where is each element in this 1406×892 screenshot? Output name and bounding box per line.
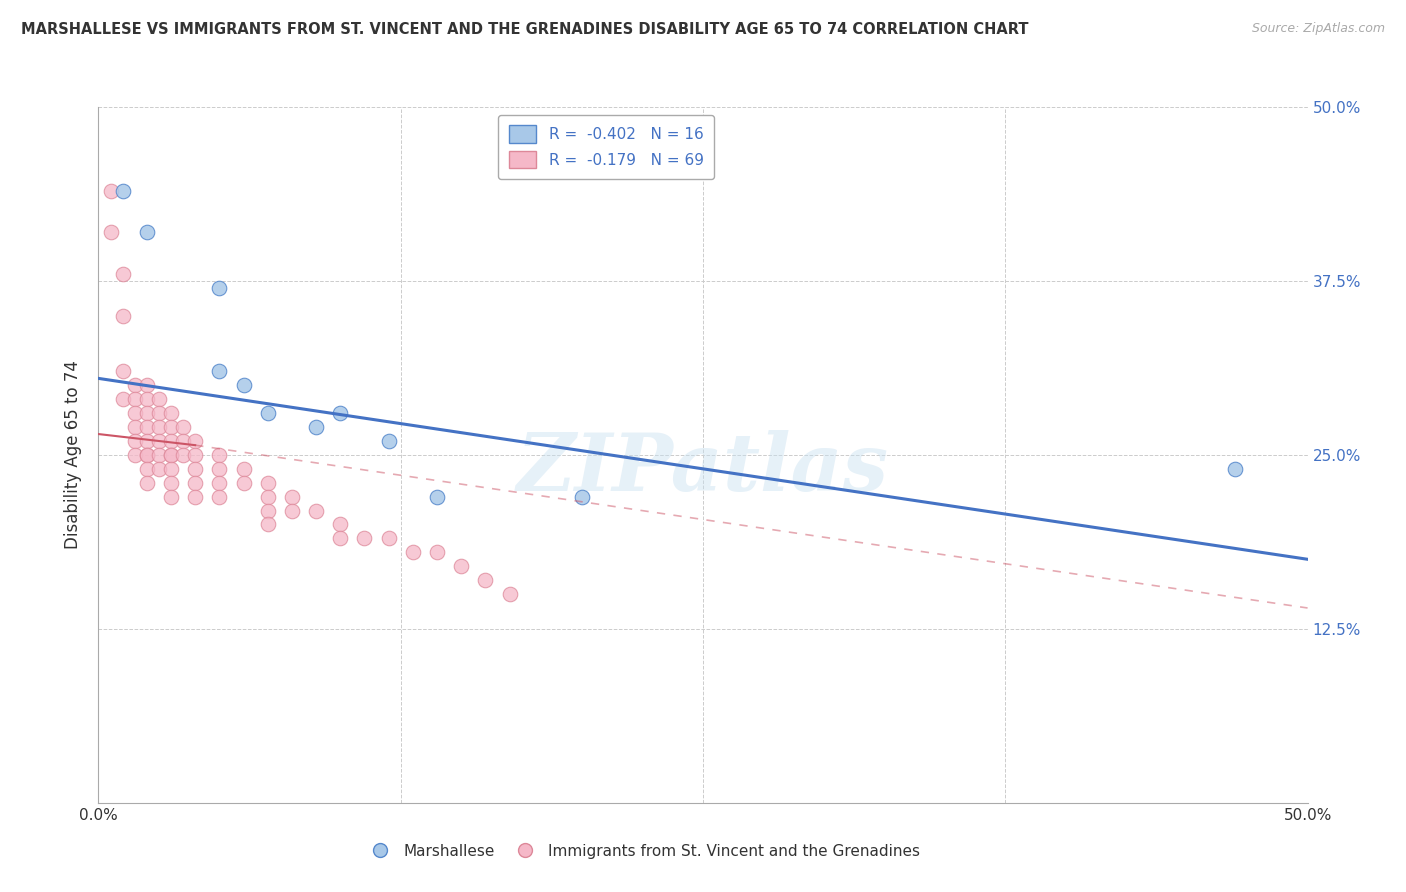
Point — [172, 420, 194, 434]
Point — [184, 490, 207, 504]
Point — [135, 420, 157, 434]
Point — [305, 503, 328, 517]
Point — [135, 225, 157, 239]
Point — [160, 475, 183, 490]
Point — [124, 448, 146, 462]
Point — [184, 475, 207, 490]
Point — [148, 462, 170, 476]
Text: MARSHALLESE VS IMMIGRANTS FROM ST. VINCENT AND THE GRENADINES DISABILITY AGE 65 : MARSHALLESE VS IMMIGRANTS FROM ST. VINCE… — [21, 22, 1029, 37]
Point — [135, 378, 157, 392]
Point — [135, 406, 157, 420]
Point — [148, 434, 170, 448]
Point — [111, 392, 134, 407]
Point — [148, 420, 170, 434]
Point — [474, 573, 496, 587]
Point — [329, 517, 352, 532]
Point — [184, 448, 207, 462]
Point — [208, 364, 231, 378]
Point — [353, 532, 375, 546]
Point — [148, 392, 170, 407]
Point — [426, 545, 449, 559]
Point — [124, 406, 146, 420]
Point — [160, 448, 183, 462]
Point — [124, 434, 146, 448]
Point — [281, 503, 304, 517]
Point — [329, 406, 352, 420]
Point — [377, 532, 399, 546]
Point — [232, 378, 254, 392]
Point — [160, 406, 183, 420]
Point — [148, 448, 170, 462]
Point — [256, 517, 278, 532]
Point — [1223, 462, 1246, 476]
Point — [184, 434, 207, 448]
Point — [100, 184, 122, 198]
Point — [124, 378, 146, 392]
Y-axis label: Disability Age 65 to 74: Disability Age 65 to 74 — [65, 360, 83, 549]
Point — [402, 545, 425, 559]
Point — [256, 503, 278, 517]
Point — [232, 475, 254, 490]
Text: Source: ZipAtlas.com: Source: ZipAtlas.com — [1251, 22, 1385, 36]
Point — [124, 420, 146, 434]
Point — [232, 462, 254, 476]
Point — [135, 392, 157, 407]
Point — [111, 267, 134, 281]
Point — [148, 406, 170, 420]
Point — [135, 448, 157, 462]
Point — [208, 475, 231, 490]
Point — [160, 490, 183, 504]
Point — [135, 448, 157, 462]
Point — [172, 434, 194, 448]
Point — [256, 475, 278, 490]
Point — [450, 559, 472, 574]
Point — [305, 420, 328, 434]
Point — [281, 490, 304, 504]
Point — [160, 420, 183, 434]
Point — [329, 532, 352, 546]
Point — [184, 462, 207, 476]
Point — [208, 490, 231, 504]
Point — [160, 448, 183, 462]
Point — [377, 434, 399, 448]
Point — [256, 490, 278, 504]
Point — [571, 490, 593, 504]
Point — [135, 462, 157, 476]
Point — [135, 475, 157, 490]
Point — [208, 448, 231, 462]
Point — [208, 462, 231, 476]
Point — [124, 392, 146, 407]
Point — [426, 490, 449, 504]
Point — [160, 462, 183, 476]
Point — [135, 434, 157, 448]
Point — [111, 184, 134, 198]
Point — [100, 225, 122, 239]
Point — [208, 281, 231, 295]
Point — [172, 448, 194, 462]
Legend: Marshallese, Immigrants from St. Vincent and the Grenadines: Marshallese, Immigrants from St. Vincent… — [359, 838, 927, 864]
Point — [498, 587, 520, 601]
Point — [111, 364, 134, 378]
Text: ZIPatlas: ZIPatlas — [517, 430, 889, 508]
Point — [111, 309, 134, 323]
Point — [160, 434, 183, 448]
Point — [256, 406, 278, 420]
